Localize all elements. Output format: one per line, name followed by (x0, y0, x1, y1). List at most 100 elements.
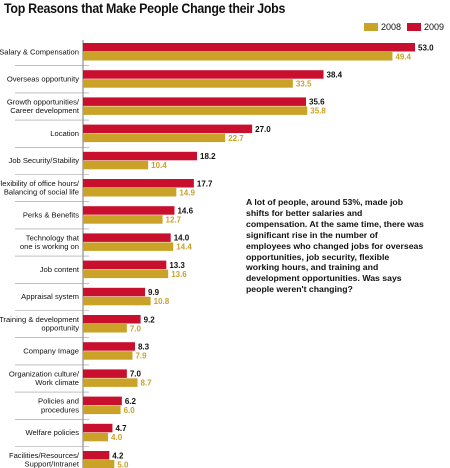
legend-item-2008: 2008 (363, 22, 401, 32)
category-label: Policies and procedures (38, 397, 79, 415)
bar-2009 (83, 70, 324, 79)
legend-item-2009: 2009 (406, 22, 444, 32)
value-label-2008: 10.4 (151, 161, 167, 170)
value-label-2008: 35.8 (310, 107, 326, 116)
category-label: Company Image (23, 347, 79, 356)
category-label: Facilities/Resources/Support/Intranet (9, 451, 80, 468)
bar-2008 (83, 242, 174, 251)
category-label-line: Support/Intranet (25, 460, 80, 468)
bar-2009 (83, 396, 122, 406)
value-label-2008: 33.5 (296, 80, 312, 89)
category-label-line: Company Image (23, 347, 79, 356)
category-label-line: one is working on (20, 242, 79, 251)
value-label-2009: 14.6 (177, 207, 193, 216)
bar-2009 (83, 260, 167, 270)
category-label-line: Welfare policies (26, 428, 80, 437)
value-label-2009: 53.0 (418, 43, 434, 52)
value-label-2009: 9.2 (144, 315, 156, 324)
value-label-2008: 13.6 (171, 270, 187, 279)
value-label-2009: 14.0 (174, 234, 190, 243)
category-label: Training & development opportunity (0, 315, 80, 333)
value-label-2009: 6.2 (125, 397, 137, 406)
category-label-line: Salary & Compensation (0, 47, 79, 56)
value-label-2009: 13.3 (169, 261, 185, 270)
category-label-line: Policies and (38, 397, 79, 406)
bar-2008 (83, 160, 149, 170)
bar-2008 (83, 133, 226, 143)
category-label: Location (50, 129, 79, 138)
bar-2008 (83, 269, 169, 279)
category-label-line: Work climate (35, 378, 79, 387)
annotation-text: A lot of people, around 53%, made job sh… (246, 197, 424, 295)
category-label-line: procedures (41, 405, 79, 414)
bar-2009 (83, 124, 253, 134)
value-label-2009: 27.0 (255, 125, 271, 134)
bar-2009 (83, 206, 175, 215)
bar-2008 (83, 432, 109, 442)
category-label-line: opportunity (41, 324, 79, 333)
value-label-2009: 8.3 (138, 343, 150, 352)
bar-2008 (83, 324, 127, 333)
legend-swatch-2009 (406, 23, 421, 31)
value-label-2008: 8.7 (140, 379, 152, 388)
bar-2009 (83, 315, 141, 324)
category-label: Perks & Benefits (23, 211, 79, 220)
category-label-line: Balancing of social life (4, 188, 79, 197)
category-label: Organization culture/Work climate (9, 369, 80, 387)
category-label-line: Technology that (26, 233, 80, 242)
category-label-line: Career development (10, 106, 80, 115)
value-label-2008: 49.4 (395, 52, 411, 61)
bar-2009 (83, 233, 171, 242)
category-label-line: Flexibility of office hours/ (0, 179, 80, 188)
chart-title: Top Reasons that Make People Change thei… (4, 1, 286, 16)
bar-2008 (83, 106, 308, 115)
bar-2008 (83, 378, 138, 387)
category-label: Growth opportunities/Career development (7, 97, 80, 115)
bar-2008 (83, 296, 151, 306)
value-label-2009: 35.6 (309, 98, 325, 107)
bar-2009 (83, 43, 415, 52)
category-label: Technology that one is working on (20, 233, 80, 251)
bar-2008 (83, 79, 293, 88)
value-label-2008: 4.0 (111, 433, 123, 442)
category-label: Job Security/Stability (9, 156, 80, 165)
legend: 2008 2009 (363, 22, 444, 32)
category-label: Job content (40, 265, 80, 274)
bar-2009 (83, 179, 194, 188)
category-label-line: Growth opportunities/ (7, 97, 80, 106)
category-label-line: Job content (40, 265, 80, 274)
value-label-2009: 4.7 (115, 424, 127, 433)
category-label: Flexibility of office hours/Balancing of… (0, 179, 80, 197)
bar-2009 (83, 451, 110, 460)
value-label-2008: 5.0 (117, 460, 129, 468)
legend-label-2009: 2009 (423, 22, 444, 32)
value-label-2008: 6.0 (124, 406, 136, 415)
value-label-2009: 4.2 (112, 451, 124, 460)
category-label-line: Training & development (0, 315, 80, 324)
bar-2009 (83, 151, 198, 161)
category-label: Overseas opportunity (7, 75, 79, 84)
legend-label-2008: 2008 (380, 22, 401, 32)
bar-2008 (83, 460, 115, 468)
bar-2008 (83, 351, 133, 360)
value-label-2008: 7.0 (130, 324, 142, 333)
value-label-2008: 10.8 (154, 297, 170, 306)
category-label-line: Organization culture/ (9, 369, 80, 378)
bar-2008 (83, 52, 393, 61)
legend-swatch-2008 (363, 23, 378, 31)
category-label: Salary & Compensation (0, 47, 79, 56)
category-label-line: Job Security/Stability (9, 156, 80, 165)
category-label-line: Location (50, 129, 79, 138)
value-label-2009: 18.2 (200, 152, 216, 161)
value-label-2008: 12.7 (166, 216, 182, 225)
value-label-2009: 9.9 (148, 288, 160, 297)
bar-2009 (83, 287, 146, 297)
value-label-2008: 14.9 (179, 188, 195, 197)
bar-2009 (83, 342, 135, 351)
bar-2009 (83, 369, 127, 378)
bar-2009 (83, 97, 307, 106)
bar-2008 (83, 215, 163, 224)
value-label-2008: 7.9 (135, 352, 147, 361)
category-label-line: Appraisal system (21, 292, 79, 301)
